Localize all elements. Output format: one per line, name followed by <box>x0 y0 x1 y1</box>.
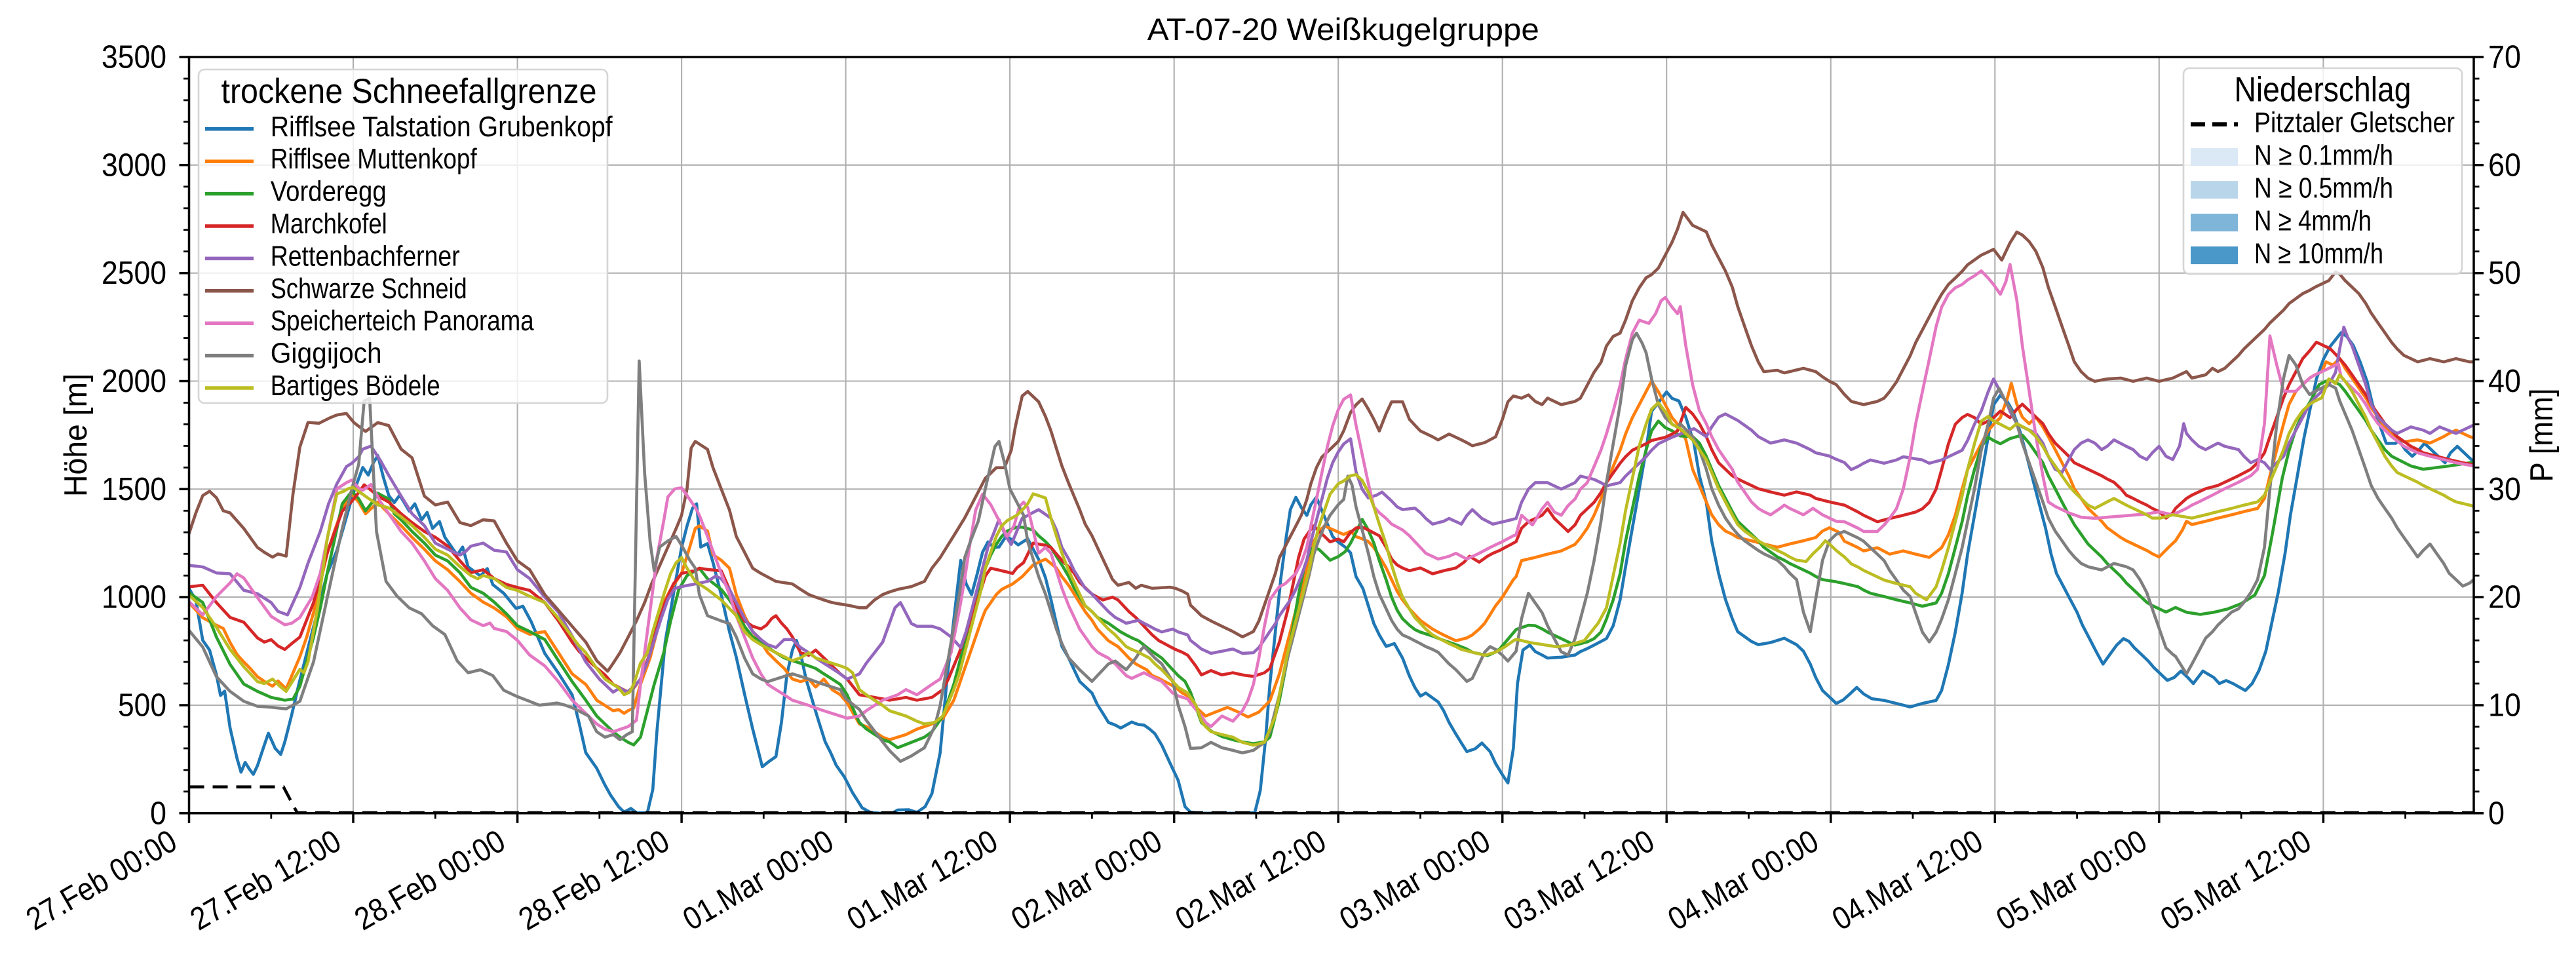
svg-text:70: 70 <box>2488 40 2521 75</box>
svg-text:0: 0 <box>150 796 166 831</box>
svg-text:1000: 1000 <box>102 580 166 615</box>
svg-text:Bartiges Bödele: Bartiges Bödele <box>271 370 440 402</box>
svg-text:N ≥ 0.1mm/h: N ≥ 0.1mm/h <box>2254 140 2393 172</box>
svg-text:Giggijoch: Giggijoch <box>271 338 382 370</box>
svg-text:AT-07-20 Weißkugelgruppe: AT-07-20 Weißkugelgruppe <box>1147 12 1539 47</box>
svg-text:Höhe [m]: Höhe [m] <box>58 374 94 497</box>
svg-text:Rifflsee Muttenkopf: Rifflsee Muttenkopf <box>271 143 478 175</box>
svg-text:trockene Schneefallgrenze: trockene Schneefallgrenze <box>221 72 597 111</box>
svg-text:Niederschlag: Niederschlag <box>2235 71 2412 109</box>
svg-text:60: 60 <box>2488 147 2521 183</box>
svg-text:3000: 3000 <box>102 147 166 183</box>
svg-text:10: 10 <box>2488 688 2521 724</box>
svg-text:Vorderegg: Vorderegg <box>271 176 387 208</box>
svg-text:Schwarze Schneid: Schwarze Schneid <box>271 273 467 305</box>
svg-text:N ≥ 0.5mm/h: N ≥ 0.5mm/h <box>2254 172 2393 204</box>
svg-text:2000: 2000 <box>102 364 166 399</box>
svg-text:40: 40 <box>2488 364 2521 399</box>
svg-text:P [mm]: P [mm] <box>2524 389 2560 482</box>
svg-text:Speicherteich Panorama: Speicherteich Panorama <box>271 305 534 337</box>
svg-text:1500: 1500 <box>102 472 166 507</box>
svg-text:N ≥ 4mm/h: N ≥ 4mm/h <box>2254 205 2372 237</box>
svg-text:20: 20 <box>2488 580 2521 615</box>
svg-text:0: 0 <box>2488 796 2505 831</box>
svg-text:Pitztaler Gletscher: Pitztaler Gletscher <box>2254 107 2455 139</box>
svg-text:2500: 2500 <box>102 256 166 291</box>
svg-text:Rifflsee Talstation Grubenkopf: Rifflsee Talstation Grubenkopf <box>271 111 613 143</box>
svg-text:50: 50 <box>2488 256 2521 291</box>
svg-text:30: 30 <box>2488 472 2521 507</box>
svg-text:500: 500 <box>118 688 166 724</box>
svg-text:N ≥ 10mm/h: N ≥ 10mm/h <box>2254 238 2383 270</box>
svg-text:Marchkofel: Marchkofel <box>271 208 387 240</box>
svg-text:3500: 3500 <box>102 40 166 75</box>
svg-text:Rettenbachferner: Rettenbachferner <box>271 240 460 272</box>
